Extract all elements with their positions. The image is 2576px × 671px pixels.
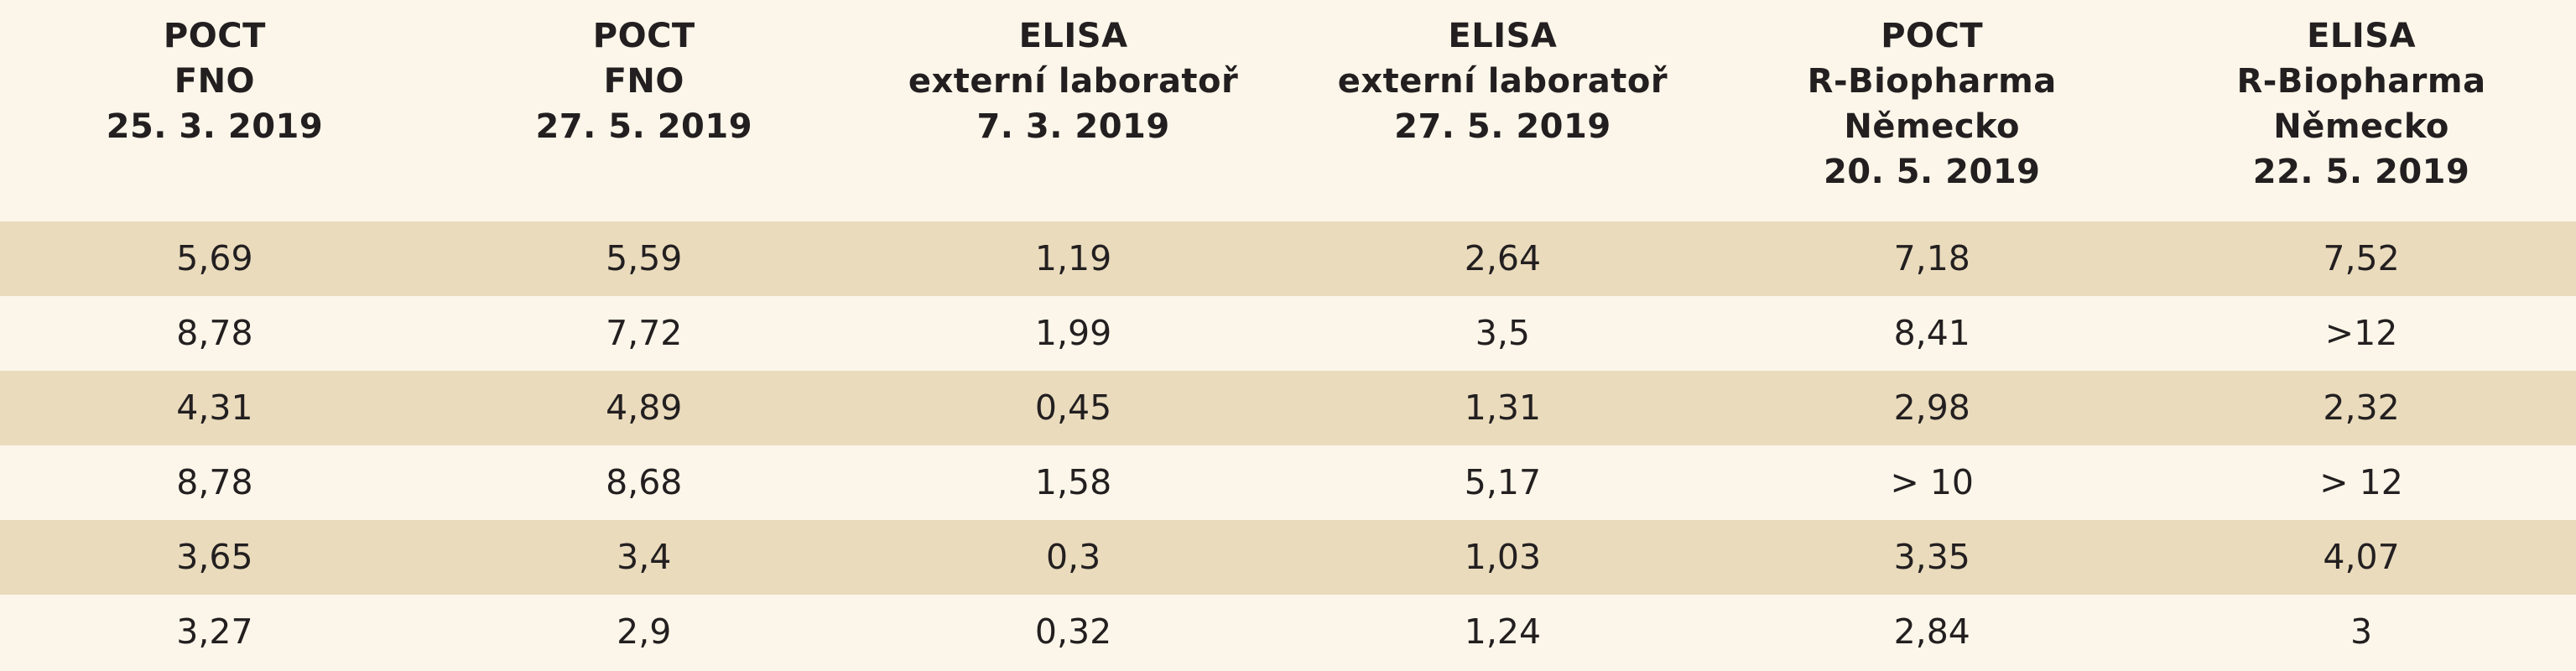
table-cell: 0,45: [1034, 388, 1112, 428]
table-cell: 3,65: [176, 537, 253, 577]
header-line: ELISA: [1018, 17, 1128, 55]
header-line: FNO: [603, 62, 684, 101]
table-row: 8,78 7,72 1,99 3,5 8,41 >12: [0, 296, 2576, 371]
header-line: ELISA: [2307, 17, 2417, 55]
table-cell: 1,03: [1464, 537, 1542, 577]
table-cell: >12: [2324, 313, 2398, 353]
table-cell: 3: [2350, 611, 2373, 652]
column-header-elisa-rbiopharma: ELISA R-Biopharma Německo 22. 5. 2019: [2147, 0, 2576, 221]
table-row: 3,65 3,4 0,3 1,03 3,35 4,07: [0, 520, 2576, 595]
column-header-poct-rbiopharma: POCT R-Biopharma Německo 20. 5. 2019: [1717, 0, 2147, 221]
table-row: 4,31 4,89 0,45 1,31 2,98 2,32: [0, 371, 2576, 445]
table-cell: 7,18: [1893, 238, 1970, 278]
table-cell: > 12: [2319, 462, 2403, 502]
header-line: R-Biopharma: [2236, 62, 2486, 101]
header-line: externí laboratoř: [1337, 62, 1668, 101]
column-header-elisa-external-2: ELISA externí laboratoř 27. 5. 2019: [1288, 0, 1717, 221]
table-cell: 8,41: [1893, 313, 1970, 353]
table-cell: 2,32: [2323, 388, 2400, 428]
table-cell: 8,68: [606, 462, 683, 502]
header-line: ELISA: [1448, 17, 1558, 55]
table-cell: 8,78: [176, 462, 253, 502]
table-cell: 2,9: [617, 611, 672, 652]
header-line: 27. 5. 2019: [1394, 107, 1611, 146]
table-cell: 0,32: [1034, 611, 1112, 652]
table-cell: 1,19: [1034, 238, 1112, 278]
table-cell: 3,27: [176, 611, 253, 652]
table-cell: 1,99: [1034, 313, 1112, 353]
table-cell: 7,72: [606, 313, 683, 353]
column-header-poct-fno-1: POCT FNO 25. 3. 2019: [0, 0, 429, 221]
header-line: FNO: [174, 62, 256, 101]
table-cell: 3,4: [617, 537, 672, 577]
header-line: POCT: [1881, 17, 1984, 55]
table-cell: 4,07: [2323, 537, 2400, 577]
header-line: Německo: [1844, 107, 2021, 146]
header-line: POCT: [163, 17, 266, 55]
table-cell: 1,31: [1464, 388, 1542, 428]
header-line: Německo: [2273, 107, 2449, 146]
header-line: 22. 5. 2019: [2252, 153, 2470, 191]
table-cell: 4,89: [606, 388, 683, 428]
table-cell: 1,24: [1464, 611, 1542, 652]
table-cell: 2,64: [1464, 238, 1542, 278]
table-cell: 0,3: [1045, 537, 1101, 577]
header-line: POCT: [592, 17, 695, 55]
table-cell: 4,31: [176, 388, 253, 428]
table-cell: 1,58: [1034, 462, 1112, 502]
header-line: 7. 3. 2019: [976, 107, 1170, 146]
table-cell: 2,98: [1893, 388, 1970, 428]
table-cell: 5,17: [1464, 462, 1542, 502]
table-cell: 5,69: [176, 238, 253, 278]
table-cell: 5,59: [606, 238, 683, 278]
table-cell: > 10: [1890, 462, 1974, 502]
table-cell: 2,84: [1893, 611, 1970, 652]
column-header-elisa-external-1: ELISA externí laboratoř 7. 3. 2019: [859, 0, 1288, 221]
table-row: 8,78 8,68 1,58 5,17 > 10 > 12: [0, 445, 2576, 520]
header-line: 27. 5. 2019: [535, 107, 753, 146]
header-line: externí laboratoř: [908, 62, 1239, 101]
table-cell: 3,5: [1475, 313, 1530, 353]
table-cell: 7,52: [2323, 238, 2400, 278]
table-cell: 8,78: [176, 313, 253, 353]
table-cell: 3,35: [1893, 537, 1970, 577]
table-header-row: POCT FNO 25. 3. 2019 POCT FNO 27. 5. 201…: [0, 0, 2576, 221]
header-line: 25. 3. 2019: [106, 107, 324, 146]
column-header-poct-fno-2: POCT FNO 27. 5. 2019: [429, 0, 859, 221]
header-line: R-Biopharma: [1807, 62, 2057, 101]
table-row: 3,27 2,9 0,32 1,24 2,84 3: [0, 595, 2576, 669]
header-line: 20. 5. 2019: [1823, 153, 2041, 191]
table-row: 5,69 5,59 1,19 2,64 7,18 7,52: [0, 221, 2576, 296]
